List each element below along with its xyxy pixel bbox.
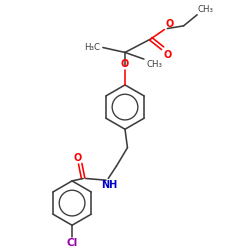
Text: O: O <box>164 50 172 60</box>
Text: O: O <box>121 59 129 69</box>
Text: CH₃: CH₃ <box>146 60 162 69</box>
Text: H₃C: H₃C <box>84 43 100 52</box>
Text: NH: NH <box>101 180 117 190</box>
Text: O: O <box>74 153 82 163</box>
Text: O: O <box>165 18 173 28</box>
Text: Cl: Cl <box>66 238 78 248</box>
Text: CH₃: CH₃ <box>198 5 214 14</box>
